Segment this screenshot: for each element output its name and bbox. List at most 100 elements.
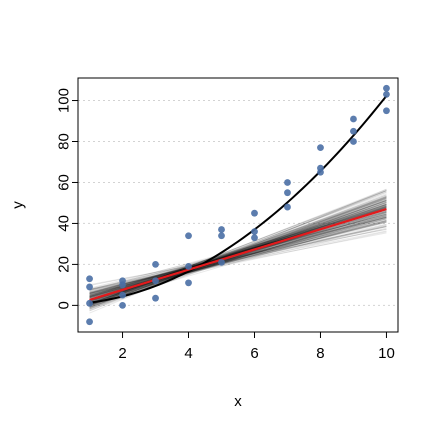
y-tick-label-4: 80 xyxy=(56,133,73,150)
posterior-line-146 xyxy=(89,196,387,307)
data-point-20 xyxy=(284,203,291,211)
posterior-line-118 xyxy=(89,202,387,305)
data-point-25 xyxy=(317,144,324,152)
data-point-14 xyxy=(218,258,225,266)
data-point-15 xyxy=(218,232,225,240)
posterior-line-42 xyxy=(89,226,387,292)
data-point-22 xyxy=(284,179,291,186)
posterior-line-5 xyxy=(89,230,387,291)
posterior-line-74 xyxy=(89,203,387,309)
posterior-line-141 xyxy=(89,210,387,304)
posterior-line-33 xyxy=(89,202,387,304)
data-point-10 xyxy=(152,261,159,268)
posterior-line-30 xyxy=(89,198,387,301)
data-points xyxy=(86,84,390,326)
x-tick-label-2: 6 xyxy=(250,345,258,362)
data-point-30 xyxy=(383,90,390,98)
data-point-2 xyxy=(86,283,93,291)
posterior-line-59 xyxy=(89,212,387,305)
posterior-lines xyxy=(89,188,387,314)
posterior-line-121 xyxy=(89,198,387,306)
data-point-9 xyxy=(152,277,159,285)
posterior-line-119 xyxy=(89,196,387,309)
data-point-11 xyxy=(185,279,192,287)
x-tick-label-0: 2 xyxy=(118,345,126,362)
posterior-line-10 xyxy=(89,200,387,306)
posterior-line-50 xyxy=(89,217,387,301)
posterior-line-18 xyxy=(89,218,387,306)
x-axis-label: x xyxy=(234,393,242,410)
data-point-7 xyxy=(119,277,126,285)
posterior-line-65 xyxy=(89,203,387,298)
posterior-line-123 xyxy=(89,221,387,293)
posterior-line-25 xyxy=(89,207,387,294)
y-axis: 0 20 40 60 80 100 xyxy=(56,88,79,310)
posterior-line-91 xyxy=(89,207,387,298)
posterior-line-98 xyxy=(89,215,387,289)
posterior-line-132 xyxy=(89,211,387,306)
y-tick-label-5: 100 xyxy=(56,88,73,113)
posterior-line-112 xyxy=(89,191,387,307)
posterior-line-140 xyxy=(89,219,387,296)
data-point-27 xyxy=(350,127,357,135)
data-point-0 xyxy=(86,318,93,326)
posterior-line-144 xyxy=(89,196,387,306)
posterior-line-145 xyxy=(89,213,387,302)
posterior-line-19 xyxy=(89,221,387,295)
posterior-line-101 xyxy=(89,204,387,298)
posterior-line-72 xyxy=(89,208,387,291)
posterior-line-85 xyxy=(89,197,387,308)
posterior-line-31 xyxy=(89,225,387,293)
data-point-1 xyxy=(86,299,93,307)
data-point-31 xyxy=(383,84,390,92)
posterior-line-84 xyxy=(89,197,387,308)
y-tick-label-1: 20 xyxy=(56,256,73,273)
data-point-28 xyxy=(350,115,357,123)
data-point-19 xyxy=(251,209,258,217)
posterior-line-97 xyxy=(89,214,387,302)
data-point-3 xyxy=(86,275,93,283)
posterior-line-46 xyxy=(89,226,387,294)
posterior-line-53 xyxy=(89,226,387,287)
x-tick-label-1: 4 xyxy=(184,345,192,362)
posterior-line-104 xyxy=(89,195,387,305)
data-point-24 xyxy=(317,164,324,172)
y-tick-label-0: 0 xyxy=(56,301,73,309)
data-point-18 xyxy=(251,228,258,236)
x-tick-label-4: 10 xyxy=(378,345,395,362)
posterior-line-77 xyxy=(89,206,387,297)
posterior-line-76 xyxy=(89,220,387,295)
data-point-5 xyxy=(119,291,126,299)
posterior-line-36 xyxy=(89,228,387,290)
posterior-line-7 xyxy=(89,219,387,294)
true-curve xyxy=(89,95,388,304)
posterior-line-68 xyxy=(89,190,387,310)
posterior-line-159 xyxy=(89,232,387,291)
posterior-line-155 xyxy=(89,212,387,303)
posterior-line-27 xyxy=(89,197,387,305)
data-point-13 xyxy=(185,232,192,240)
posterior-line-6 xyxy=(89,218,387,294)
data-point-29 xyxy=(383,107,390,115)
posterior-line-108 xyxy=(89,214,387,303)
posterior-line-22 xyxy=(89,216,387,297)
posterior-line-24 xyxy=(89,223,387,290)
grid-lines xyxy=(78,100,398,306)
data-point-21 xyxy=(284,189,291,197)
y-tick-label-3: 60 xyxy=(56,174,73,191)
y-axis-label: y xyxy=(10,201,27,209)
data-point-12 xyxy=(185,263,192,270)
posterior-line-158 xyxy=(89,224,387,295)
posterior-line-124 xyxy=(89,196,387,306)
x-tick-label-3: 8 xyxy=(316,345,324,362)
posterior-line-44 xyxy=(89,206,387,298)
posterior-line-96 xyxy=(89,225,387,291)
posterior-line-137 xyxy=(89,194,387,307)
data-point-26 xyxy=(350,138,357,145)
posterior-line-13 xyxy=(89,211,387,304)
fitted-line xyxy=(89,208,387,302)
posterior-line-103 xyxy=(89,221,387,297)
posterior-line-63 xyxy=(89,199,387,307)
posterior-line-116 xyxy=(89,217,387,298)
